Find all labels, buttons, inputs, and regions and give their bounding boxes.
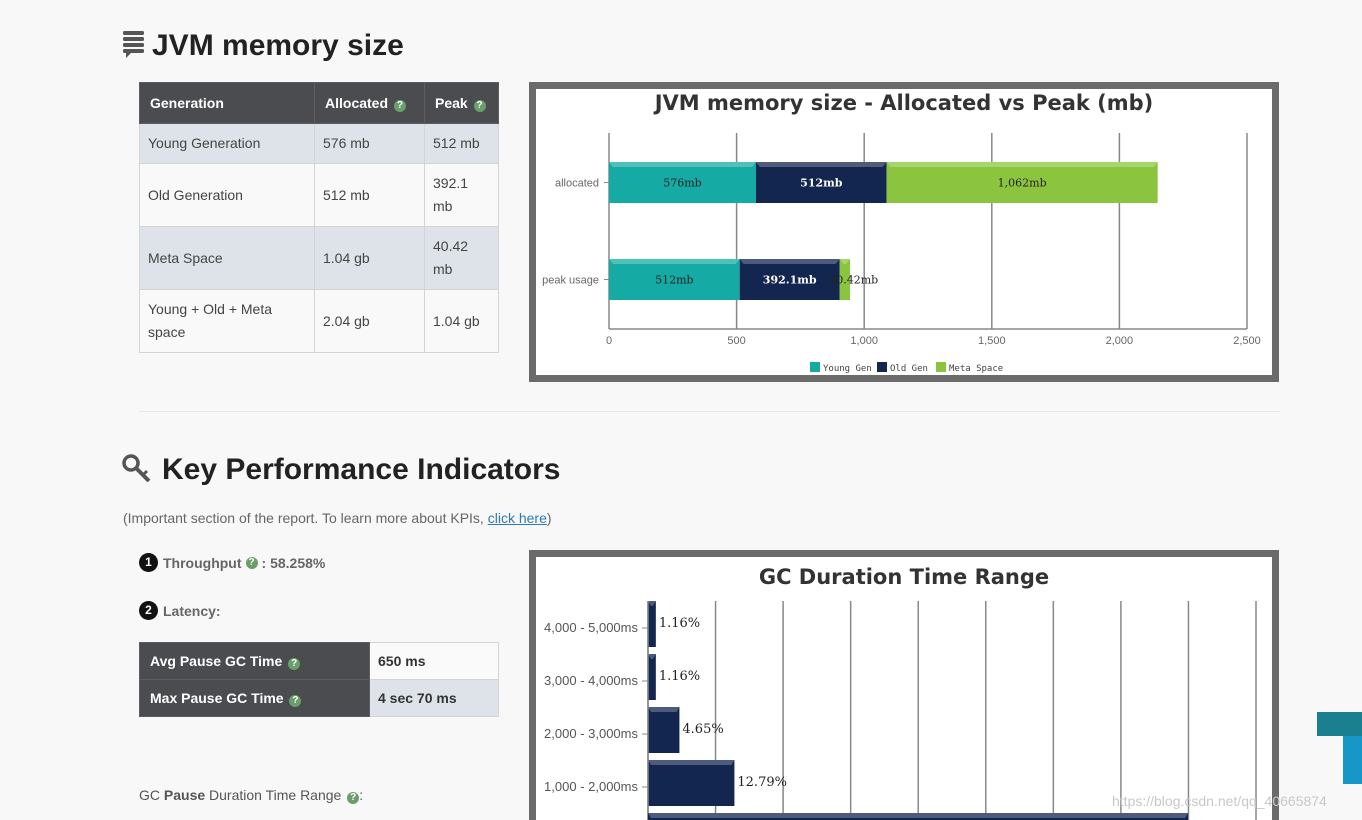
bar-young-gen — [609, 259, 740, 300]
kpi-note: (Important section of the report. To lea… — [123, 510, 552, 526]
legend-swatch — [936, 362, 946, 372]
table-row: Max Pause GC Time ? 4 sec 70 ms — [139, 679, 499, 717]
table-row: Old Generation 512 mb 392.1 mb — [139, 163, 499, 227]
category-label: 2,000 - 3,000ms — [544, 726, 638, 741]
help-icon[interactable]: ? — [473, 99, 486, 112]
bar-bevel — [648, 760, 735, 765]
bar-bevel — [648, 813, 1188, 818]
bar-bevel — [886, 162, 1158, 167]
legend-label: Young Gen — [823, 364, 872, 374]
memory-chart-svg: JVM memory size - Allocated vs Peak (mb)… — [542, 91, 1261, 374]
category-label: 3,000 - 4,000ms — [544, 673, 638, 688]
data-label: 576mb — [663, 177, 701, 190]
help-icon[interactable]: ? — [289, 694, 302, 707]
memory-title-text: JVM memory size — [152, 28, 404, 62]
x-tick-label: 500 — [727, 335, 745, 347]
pause-table: Avg Pause GC Time ? 650 ms Max Pause GC … — [139, 642, 499, 717]
bar-young-gen — [609, 162, 756, 203]
bar-bevel — [609, 259, 740, 264]
bar-bevel — [648, 601, 656, 606]
bar-bevel — [609, 162, 756, 167]
legend-label: Meta Space — [949, 364, 1003, 374]
bar-bevel — [839, 259, 851, 264]
category-label: 4,000 - 5,000ms — [544, 620, 638, 635]
table-row: Young Generation 576 mb 512 mb — [139, 123, 499, 164]
memory-table: Generation Allocated ? Peak ? Young Gene… — [139, 82, 499, 353]
throughput-label: Throughput — [163, 554, 242, 571]
bar — [648, 707, 680, 753]
data-label: 4.65% — [682, 722, 723, 737]
legend-swatch — [810, 362, 820, 372]
memory-section-title: JVM memory size — [122, 28, 404, 63]
help-icon[interactable]: ? — [393, 99, 406, 112]
help-icon[interactable]: ? — [245, 556, 258, 569]
gc-pause-range-label: GC Pause Duration Time Range ?: — [139, 787, 364, 804]
latency-kpi: 2 Latency: — [139, 601, 221, 620]
header-allocated: Allocated ? — [314, 82, 425, 124]
x-tick-label: 1,000 — [850, 335, 878, 347]
bar — [648, 654, 656, 700]
kpi-title-text: Key Performance Indicators — [162, 452, 561, 486]
bar-bevel — [755, 162, 887, 167]
data-label: 40.42mb — [829, 274, 878, 287]
x-tick-label: 0 — [606, 335, 612, 347]
memory-table-header: Generation Allocated ? Peak ? — [139, 82, 499, 124]
data-label: 512mb — [800, 177, 843, 190]
legend-swatch — [877, 362, 887, 372]
data-label: 392.1mb — [763, 274, 817, 287]
table-row: Avg Pause GC Time ? 650 ms — [139, 642, 499, 680]
data-label: 1,062mb — [998, 177, 1047, 190]
category-label: 1,000 - 2,000ms — [544, 779, 638, 794]
gc-duration-chart-svg: GC Duration Time Range 4,000 - 5,000ms 1.1… — [544, 565, 1257, 820]
help-icon[interactable]: ? — [347, 792, 360, 804]
data-label: 1.16% — [659, 669, 700, 684]
header-peak: Peak ? — [424, 82, 499, 124]
help-icon[interactable]: ? — [288, 657, 301, 670]
side-feedback-tab[interactable] — [1317, 712, 1362, 736]
chart-title: JVM memory size - Allocated vs Peak (mb) — [653, 91, 1154, 115]
number-1-icon: 1 — [139, 553, 158, 572]
bar — [648, 760, 735, 806]
kpi-click-here-link[interactable]: click here — [487, 510, 547, 526]
number-2-icon: 2 — [139, 601, 158, 620]
data-label: 512mb — [655, 274, 693, 287]
x-tick-label: 1,500 — [978, 335, 1006, 347]
header-generation: Generation — [139, 82, 315, 124]
data-label: 12.79% — [737, 775, 787, 790]
throughput-value: : 58.258% — [261, 554, 326, 571]
memory-chart: JVM memory size - Allocated vs Peak (mb)… — [529, 82, 1279, 382]
table-row: Young + Old + Meta space 2.04 gb 1.04 gb — [139, 289, 499, 353]
legend-label: Old Gen — [890, 364, 928, 374]
x-tick-label: 2,500 — [1233, 335, 1261, 347]
section-divider — [139, 411, 1280, 412]
bar-bevel — [739, 259, 840, 264]
watermark: https://blog.csdn.net/qq_40665874 — [1112, 793, 1327, 809]
bar-bevel — [648, 654, 656, 659]
database-icon — [122, 28, 146, 63]
category-label: allocated — [555, 178, 599, 190]
category-label: peak usage — [542, 275, 599, 287]
table-row: Meta Space 1.04 gb 40.42 mb — [139, 226, 499, 290]
bar-old-gen — [739, 259, 840, 300]
bar-meta-space — [886, 162, 1158, 203]
latency-label: Latency: — [163, 602, 221, 619]
kpi-section-title: Key Performance Indicators — [122, 452, 560, 487]
bar — [648, 601, 656, 647]
bar-old-gen — [755, 162, 887, 203]
chart-title: GC Duration Time Range — [759, 565, 1049, 589]
side-scroll-tab[interactable] — [1343, 736, 1362, 784]
data-label: 1.16% — [659, 616, 700, 631]
throughput-kpi: 1 Throughput ? : 58.258% — [139, 553, 325, 572]
bar-bevel — [648, 707, 680, 712]
gc-duration-chart: GC Duration Time Range 4,000 - 5,000ms 1.1… — [529, 550, 1279, 820]
bar-meta-space — [839, 259, 851, 300]
x-tick-label: 2,000 — [1106, 335, 1134, 347]
key-icon — [122, 452, 152, 487]
